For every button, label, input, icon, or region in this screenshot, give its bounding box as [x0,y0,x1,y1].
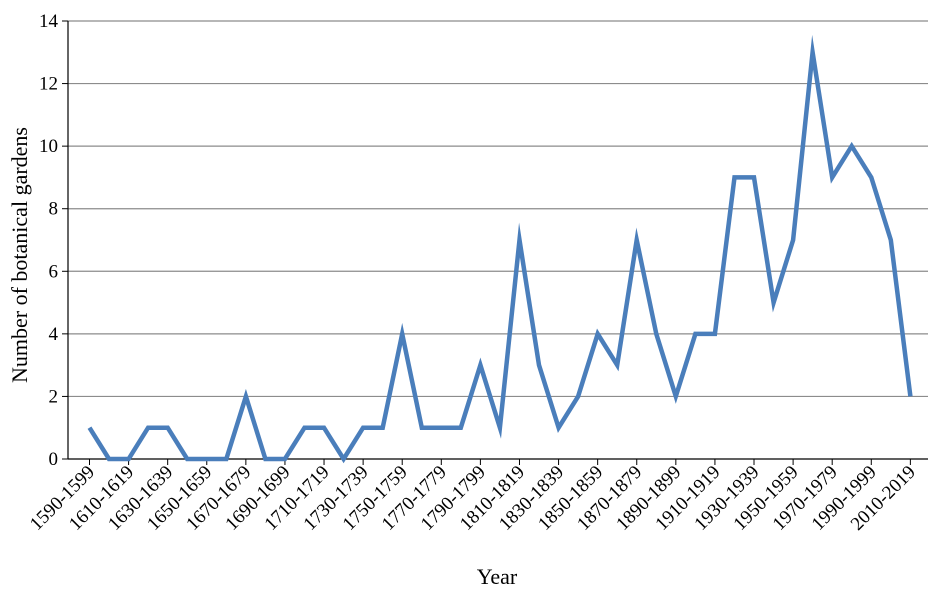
y-tick-label: 10 [39,136,58,157]
y-tick-label: 8 [49,199,59,220]
y-tick-label: 2 [49,386,59,407]
y-tick-label: 14 [39,11,59,32]
x-tick-labels: 1590-15991610-16191630-16391650-16591670… [26,462,920,535]
y-axis-title: Number of botanical gardens [7,127,32,383]
y-tick-label: 0 [49,449,59,470]
axes [62,20,928,465]
y-tick-label: 12 [39,74,58,95]
x-axis-title: Year [477,564,518,589]
y-tick-label: 6 [49,261,59,282]
series-group [87,34,913,464]
y-tick-labels: 0 2 4 6 8 10 12 14 [39,11,59,470]
gridlines [68,20,928,398]
series-line [87,34,913,464]
y-tick-label: 4 [49,324,59,345]
